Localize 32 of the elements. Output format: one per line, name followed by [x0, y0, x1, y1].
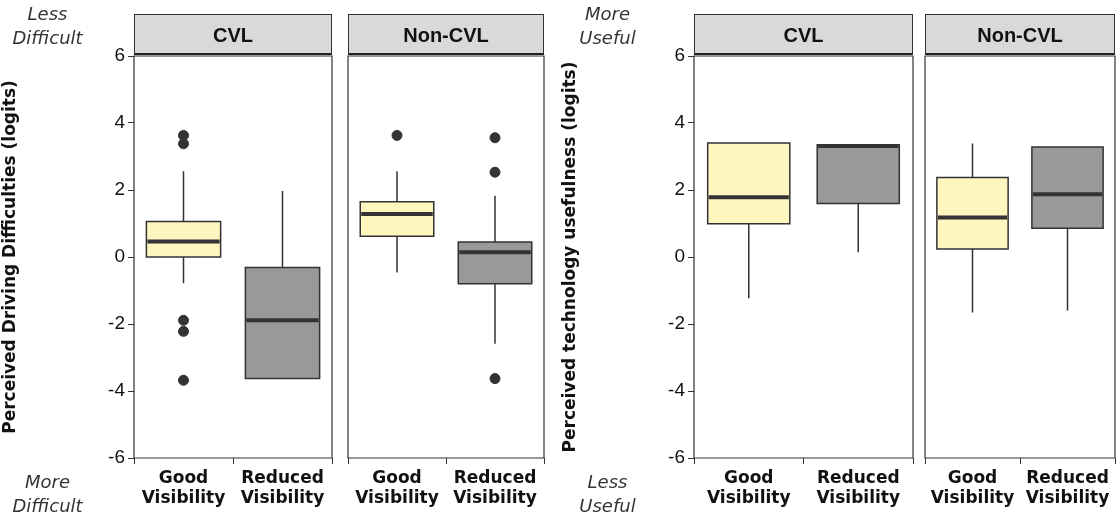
- y-tick-label: -6: [668, 446, 685, 468]
- y-axis-title: Perceived Driving Difficulties (logits): [0, 80, 19, 434]
- y-tick-label: 0: [114, 245, 125, 267]
- y-tick-label: 4: [674, 111, 686, 133]
- y-tick-label: -2: [668, 312, 685, 334]
- y-tick-label: 6: [114, 44, 125, 66]
- chart-title: Non-CVL: [925, 14, 1115, 55]
- text: More Useful: [578, 2, 637, 50]
- x-tick-label: Good Visibility: [930, 466, 1015, 508]
- y-tick-label: -4: [668, 379, 686, 401]
- chart-title: CVL: [694, 14, 913, 55]
- x-tick-label: Good Visibility: [707, 466, 791, 508]
- x-tick-label: Reduced Visibility: [816, 466, 900, 508]
- y-tick-label: 4: [114, 111, 126, 133]
- y-tick-label: 2: [674, 178, 685, 200]
- y-axis-title: Perceived technology usefulness (logits): [558, 61, 579, 453]
- y-tick-label: 2: [114, 178, 125, 200]
- x-tick-label: Good Visibility: [355, 466, 439, 508]
- chart-title: Non-CVL: [348, 14, 544, 55]
- x-tick-label: Reduced Visibility: [1025, 466, 1110, 508]
- x-tick-label: Reduced Visibility: [240, 466, 325, 508]
- y-tick-label: -4: [108, 379, 126, 401]
- chart-title: CVL: [134, 14, 332, 55]
- y-tick-label: -6: [108, 446, 125, 468]
- text: Less Useful: [578, 470, 637, 518]
- y-tick-label: -2: [108, 312, 125, 334]
- text: Less Difficult: [11, 2, 84, 50]
- x-tick-label: Reduced Visibility: [453, 466, 537, 508]
- y-tick-label: 6: [674, 44, 685, 66]
- y-tick-label: 0: [674, 245, 685, 267]
- text: More Difficult: [11, 470, 84, 518]
- x-tick-label: Good Visibility: [141, 466, 226, 508]
